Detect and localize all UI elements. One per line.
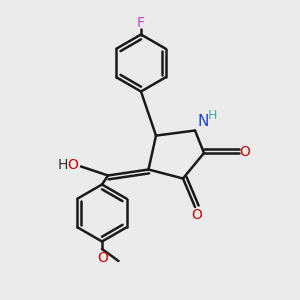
Text: F: F bbox=[137, 16, 145, 30]
Text: O: O bbox=[67, 158, 78, 172]
Text: O: O bbox=[191, 208, 202, 222]
Text: H: H bbox=[208, 109, 217, 122]
Text: O: O bbox=[240, 146, 250, 159]
Text: O: O bbox=[97, 251, 108, 266]
Text: H: H bbox=[58, 158, 68, 172]
Text: N: N bbox=[197, 114, 209, 129]
